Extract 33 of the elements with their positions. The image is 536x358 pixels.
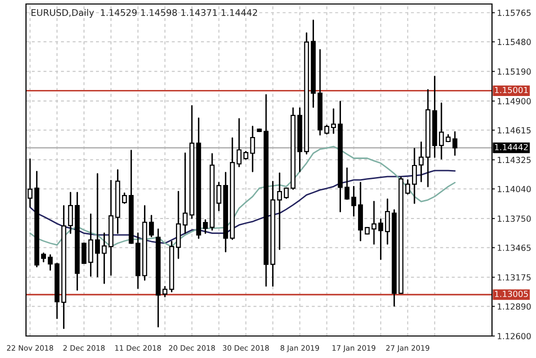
y-tick-label: 1.14325 (498, 156, 531, 164)
y-tick-label: 1.14040 (498, 186, 531, 192)
y-tick-label: 1.15480 (498, 38, 531, 46)
y-tick-label: 1.13465 (498, 244, 531, 251)
ref-line-label: 1.15001 (495, 86, 528, 94)
candlestick (385, 198, 390, 245)
candlestick (88, 214, 94, 277)
candlestick (452, 131, 458, 156)
candlestick (148, 214, 154, 238)
candlestick (82, 242, 86, 264)
candlestick (95, 173, 100, 278)
candlestick (48, 254, 53, 271)
text: EURUSD,Daily 1.14529 1.14598 1.14371 1.14442 (32, 8, 258, 18)
y-tick-label: 1.14615 (498, 127, 531, 134)
y-tick-label: 1.14900 (498, 98, 531, 104)
y-tick-label: 1.12600 (498, 332, 531, 340)
candlestick (68, 192, 73, 234)
candlestick (372, 200, 376, 245)
ref-line-label: 1.14442 (495, 144, 528, 150)
candlestick (378, 218, 384, 260)
y-tick-label: 1.15190 (498, 68, 531, 75)
candlestick (331, 108, 336, 134)
candlestick (122, 192, 127, 204)
ref-line-label: 1.13005 (495, 290, 528, 298)
candlestick (102, 232, 107, 284)
y-tick-label: 1.15765 (498, 10, 531, 16)
candlestick (344, 167, 350, 200)
candlestick (405, 179, 410, 195)
y-tick-label: 1.12890 (498, 303, 531, 310)
y-tick-label: 1.13175 (498, 274, 531, 281)
y-tick-label: 1.13750 (498, 216, 531, 222)
candlestick (351, 186, 356, 217)
line-series (29, 146, 456, 248)
